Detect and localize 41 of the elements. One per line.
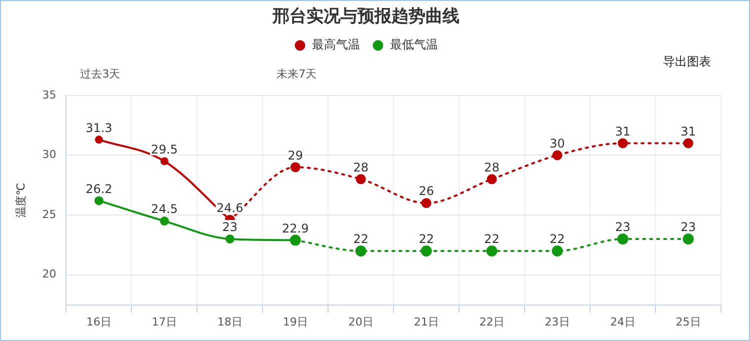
data-label: 22	[353, 232, 368, 246]
x-tick-label: 17日	[152, 315, 177, 328]
x-tick-label: 19日	[282, 315, 308, 328]
data-label: 23	[222, 220, 238, 234]
data-label: 29	[288, 148, 304, 162]
y-tick-label: 20	[42, 268, 56, 281]
x-tick-label: 18日	[217, 315, 242, 328]
data-label: 24.5	[151, 202, 178, 216]
data-label: 23	[615, 220, 630, 234]
data-label: 30	[550, 136, 565, 150]
y-axis-title: 温度℃	[14, 182, 28, 218]
x-tick-label: 23日	[544, 315, 570, 328]
data-label: 31	[680, 124, 696, 138]
x-tick-label: 25日	[676, 315, 701, 328]
x-tick-label: 21日	[414, 315, 439, 328]
data-label: 26.2	[86, 182, 112, 196]
y-tick-label: 35	[42, 88, 56, 102]
legend-label: 最高气温	[312, 38, 360, 52]
text: 过去3天	[80, 67, 120, 80]
x-tick-label: 24日	[610, 315, 636, 328]
chart-title: 邢台实况与预报趋势曲线	[272, 6, 460, 27]
data-label: 22	[550, 232, 565, 246]
text: 导出图表	[663, 54, 711, 68]
data-label: 22	[418, 232, 434, 246]
x-tick-label: 22日	[479, 315, 504, 328]
data-label: 26	[418, 184, 434, 198]
y-tick-label: 30	[42, 148, 56, 162]
y-tick-label: 25	[42, 208, 56, 221]
x-tick-label: 20日	[348, 315, 374, 328]
data-label: 23	[680, 220, 696, 234]
data-label: 28	[353, 160, 368, 174]
data-label: 22.9	[282, 221, 309, 236]
data-label: 29.5	[151, 142, 178, 156]
x-tick-label: 16日	[86, 315, 112, 328]
data-label: 28	[484, 160, 500, 174]
legend-label: 最低气温	[390, 38, 438, 52]
data-label: 31	[615, 124, 630, 138]
data-label: 24.6	[216, 200, 244, 215]
text: 未来7天	[276, 67, 317, 80]
data-label: 22	[484, 232, 500, 246]
data-label: 31.3	[86, 120, 112, 135]
